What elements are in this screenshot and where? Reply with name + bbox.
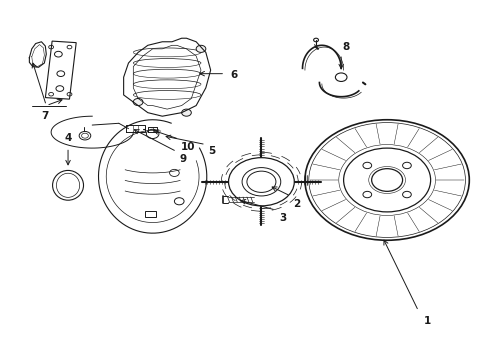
Text: 2: 2 <box>292 199 300 210</box>
Circle shape <box>196 45 205 53</box>
Circle shape <box>181 109 191 116</box>
Text: 5: 5 <box>208 146 215 156</box>
Text: 10: 10 <box>180 142 195 152</box>
Text: 7: 7 <box>41 111 49 121</box>
Text: 8: 8 <box>342 42 349 53</box>
Text: 3: 3 <box>279 213 286 223</box>
Bar <box>145 211 156 217</box>
Circle shape <box>133 99 142 105</box>
Text: 4: 4 <box>64 133 72 143</box>
Text: 9: 9 <box>179 154 186 164</box>
Text: 1: 1 <box>423 316 430 327</box>
Text: 6: 6 <box>229 71 237 80</box>
